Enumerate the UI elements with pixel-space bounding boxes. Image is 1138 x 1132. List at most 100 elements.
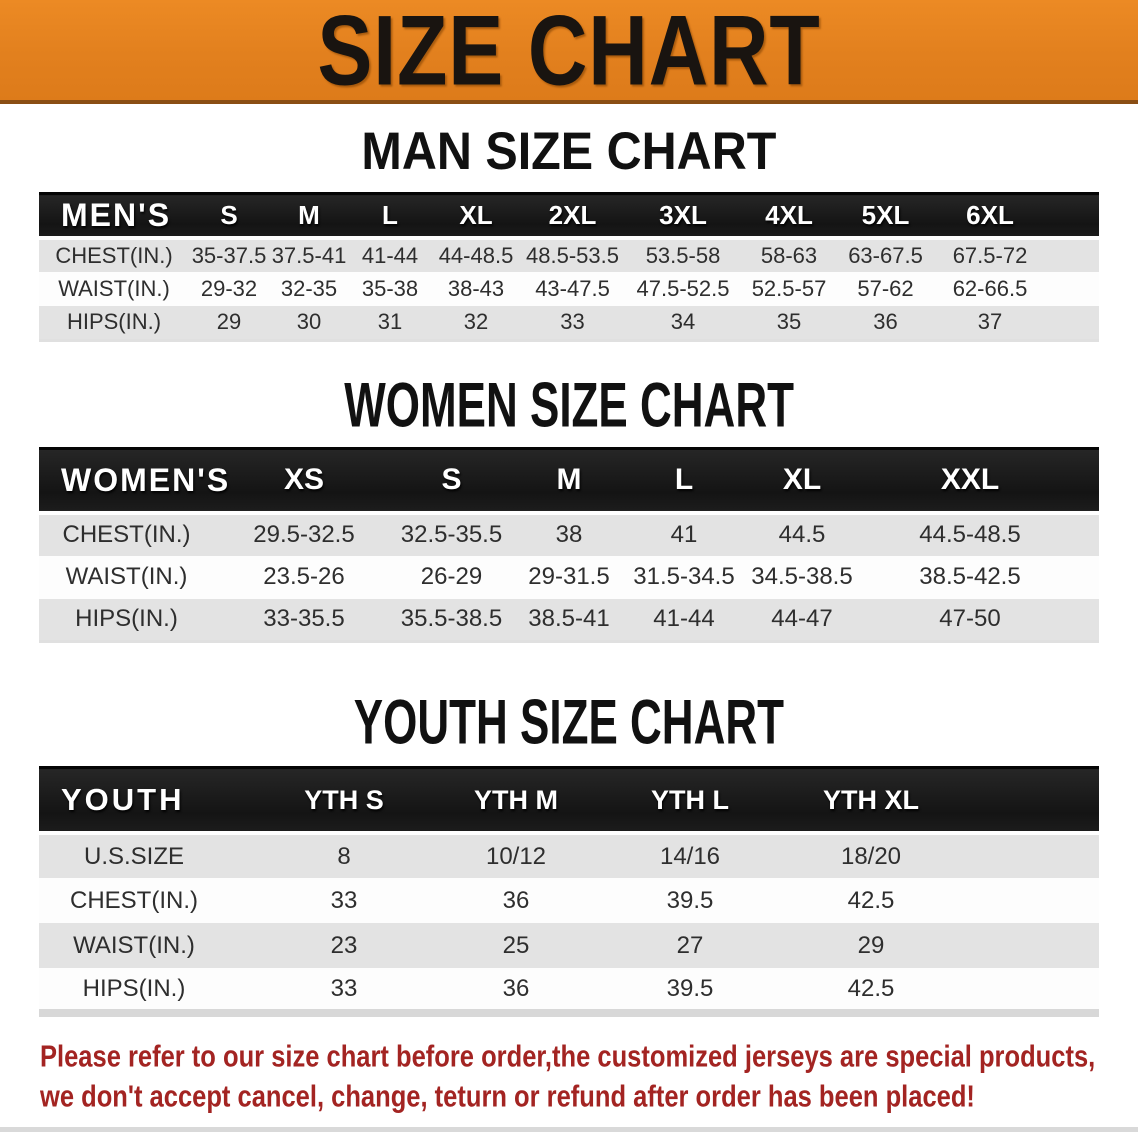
size-cell: 33-35.5 <box>263 605 345 633</box>
size-cell: 29.5-32.5 <box>253 521 355 548</box>
women-section-heading-text: WOMEN SIZE CHART <box>344 369 794 440</box>
table-row: U.S.SIZE 8 10/12 14/16 18/20 <box>39 833 1099 878</box>
youth-section-heading-text: YOUTH SIZE CHART <box>353 686 785 758</box>
size-cell: 44.5-48.5 <box>919 521 1021 548</box>
size-cell: 58-63 <box>760 243 818 268</box>
size-cell: 31 <box>377 309 403 335</box>
column-header: M <box>269 192 349 240</box>
filler-cell <box>935 968 1099 1013</box>
size-cell: 23.5-26 <box>263 563 345 590</box>
size-cell: 10/12 <box>485 842 547 870</box>
size-cell: 39.5 <box>666 886 714 914</box>
size-cell: 48.5-53.5 <box>526 243 619 268</box>
filler-cell <box>1075 513 1099 556</box>
women-size-table: WOMEN'S XS S M L XL XXL CHEST(IN.) 29.5-32.5 32.5… <box>39 446 1099 643</box>
column-header: M <box>509 446 629 515</box>
size-cell: 32 <box>463 309 489 335</box>
column-header: L <box>349 192 431 240</box>
column-header: XS <box>214 446 394 515</box>
table-row: WAIST(IN.) 29-32 32-35 35-38 38-43 43-47.5 47.… <box>39 272 1099 306</box>
size-cell: 14/16 <box>659 842 721 870</box>
column-header: YTH S <box>229 766 459 835</box>
row-label: CHEST(IN.) <box>62 521 191 548</box>
row-label: CHEST(IN.) <box>55 243 173 268</box>
size-cell: 33 <box>560 309 585 335</box>
size-cell: 41-44 <box>653 605 715 633</box>
size-cell: 39.5 <box>666 974 714 1002</box>
size-cell: 38.5-41 <box>528 605 610 633</box>
size-cell: 44-48.5 <box>438 243 514 268</box>
size-cell: 53.5-58 <box>645 243 721 268</box>
size-cell: 31.5-34.5 <box>633 563 735 590</box>
column-header: 6XL <box>935 192 1045 240</box>
size-table: YOUTH YTH S YTH M YTH L YTH XL U.S.SIZE 8 10/12… <box>39 766 1099 1017</box>
banner-title: SIZE CHART <box>317 0 821 106</box>
size-cell: 47-50 <box>939 605 1001 633</box>
column-header: XL <box>739 446 865 515</box>
size-cell: 36 <box>873 309 898 335</box>
size-cell: 33 <box>330 974 358 1002</box>
size-cell: 29 <box>216 309 242 335</box>
size-cell: 32-35 <box>280 276 338 301</box>
size-chart-banner: SIZE CHART <box>0 0 1138 104</box>
size-cell: 37 <box>977 309 1003 335</box>
table-corner-label: YOUTH <box>39 766 229 835</box>
table-row: HIPS(IN.) 29 30 31 32 33 34 35 36 37 <box>39 306 1099 340</box>
men-section-heading-text: MAN SIZE CHART <box>361 121 777 181</box>
disclaimer-line-1: Please refer to our size chart before or… <box>40 1040 1096 1074</box>
filler-cell <box>1045 238 1099 272</box>
size-cell: 35 <box>776 309 802 335</box>
size-cell: 47.5-52.5 <box>636 276 730 301</box>
table-row: CHEST(IN.) 35-37.5 37.5-41 41-44 44-48.5 48.5… <box>39 238 1099 272</box>
size-cell: 63-67.5 <box>848 243 923 268</box>
size-cell: 42.5 <box>847 886 895 914</box>
column-header: S <box>394 446 509 515</box>
size-cell: 18/20 <box>840 842 902 870</box>
table-row: WAIST(IN.) 23.5-26 26-29 29-31.5 31.5-34.5 34… <box>39 555 1099 599</box>
filler-cell <box>1075 599 1099 642</box>
table-row: HIPS(IN.) 33-35.5 35.5-38.5 38.5-41 41-44 44-… <box>39 598 1099 642</box>
men-size-table: MEN'S S M L XL 2XL 3XL 4XL 5XL 6XL CHEST(IN.) 35-37… <box>39 192 1099 342</box>
size-cell: 38-43 <box>447 276 505 301</box>
filler-cell <box>935 923 1099 968</box>
filler-cell <box>1075 556 1099 599</box>
youth-size-table: YOUTH YTH S YTH M YTH L YTH XL U.S.SIZE 8 10/12… <box>39 766 1099 1017</box>
size-cell: 41-44 <box>361 243 419 268</box>
size-cell: 26-29 <box>420 563 483 590</box>
bottom-edge-strip <box>0 1127 1138 1132</box>
table-row: CHEST(IN.) 29.5-32.5 32.5-35.5 38 41 44.5 44.5… <box>39 512 1099 556</box>
size-cell: 23 <box>330 931 358 959</box>
row-label: WAIST(IN.) <box>73 931 195 959</box>
table-corner-label: MEN'S <box>39 192 189 240</box>
size-cell: 67.5-72 <box>952 243 1028 268</box>
size-cell: 34.5-38.5 <box>751 563 853 590</box>
size-table: WOMEN'S XS S M L XL XXL CHEST(IN.) 29.5-32.5 32.5… <box>39 446 1099 643</box>
size-cell: 34 <box>670 309 696 335</box>
size-cell: 29-31.5 <box>528 563 610 590</box>
filler-cell <box>1045 272 1099 306</box>
size-cell: 27 <box>676 931 704 959</box>
size-cell: 43-47.5 <box>535 276 610 301</box>
table-row: WAIST(IN.) 23 25 27 29 <box>39 923 1099 968</box>
table-row: CHEST(IN.) 33 36 39.5 42.5 <box>39 878 1099 923</box>
row-label: HIPS(IN.) <box>82 974 186 1002</box>
filler-cell <box>935 833 1099 878</box>
size-cell: 38 <box>555 521 583 548</box>
size-cell: 35.5-38.5 <box>400 605 503 633</box>
column-header: XXL <box>865 446 1075 515</box>
column-header: L <box>629 446 739 515</box>
size-cell: 41 <box>670 521 698 548</box>
size-cell: 30 <box>296 309 322 335</box>
column-header: 4XL <box>742 192 836 240</box>
row-label: HIPS(IN.) <box>75 605 178 633</box>
size-cell: 8 <box>337 842 351 870</box>
size-cell: 42.5 <box>847 974 895 1002</box>
size-cell: 29-32 <box>200 276 258 301</box>
size-cell: 36 <box>502 886 530 914</box>
table-corner-label: WOMEN'S <box>39 446 228 515</box>
size-cell: 25 <box>502 931 530 959</box>
table-row: HIPS(IN.) 33 36 39.5 42.5 <box>39 968 1099 1013</box>
filler-cell <box>1045 192 1099 240</box>
men-section: MAN SIZE CHART MEN'S S M L XL 2XL 3XL 4XL 5XL 6XL… <box>0 121 1138 342</box>
